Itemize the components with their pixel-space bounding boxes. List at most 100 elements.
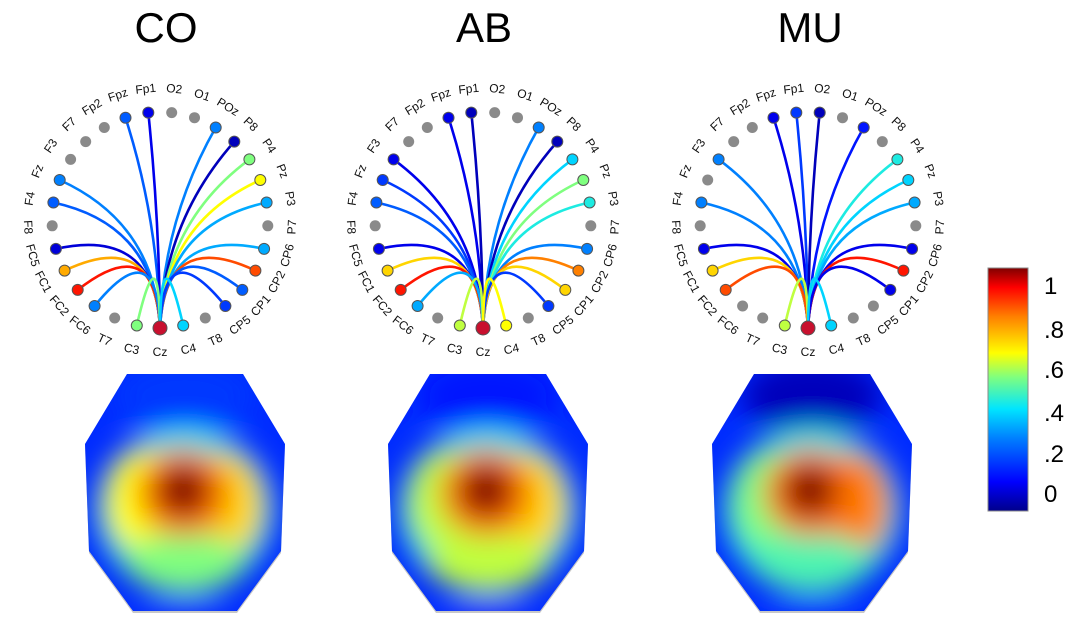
electrode-co-fp2 <box>98 122 110 133</box>
electrode-label-ab-fp1: Fp1 <box>458 81 480 97</box>
scalp-posterior-mu <box>752 532 872 593</box>
electrode-label-co-fc6: FC6 <box>67 313 94 338</box>
colorbar-tick-1: 1 <box>1044 273 1058 300</box>
electrode-co-f7 <box>80 136 92 148</box>
node-co-fc6 <box>88 300 101 312</box>
node-co-c3 <box>130 319 143 332</box>
node-ab-fpz <box>442 111 455 124</box>
electrode-co-f3 <box>65 153 77 165</box>
scalp-frontal-co <box>115 374 255 434</box>
node-ab-c4 <box>500 319 513 332</box>
electrode-label-mu-fc5: FC5 <box>671 243 691 269</box>
node-mu-f4 <box>695 196 708 209</box>
electrode-label-ab-c3: C3 <box>446 340 464 357</box>
electrode-label-co-f7: F7 <box>59 114 79 134</box>
electrode-ab-f7 <box>403 136 415 148</box>
connection-mu-p4 <box>806 158 899 329</box>
colorbar-tick-08: .8 <box>1044 317 1065 344</box>
node-co-p8 <box>228 135 241 148</box>
node-co-cp2 <box>249 264 262 277</box>
electrode-label-mu-cp1: CP1 <box>896 292 922 319</box>
scalp-frontal-ab <box>418 374 558 434</box>
node-co-p3 <box>260 196 273 209</box>
electrode-mu-p7 <box>910 220 922 232</box>
electrode-mu-f7 <box>728 136 740 148</box>
connection-mu-f3 <box>717 158 810 329</box>
panel-title-co: CO <box>134 4 198 51</box>
electrode-label-ab-fc1: FC1 <box>355 269 378 296</box>
electrode-label-co-cp6: CP6 <box>277 242 297 269</box>
node-ab-cp6 <box>581 242 594 255</box>
node-co-pz <box>254 174 267 186</box>
colorbar-tick-06: .6 <box>1044 357 1065 384</box>
electrode-mu-t8 <box>847 312 859 324</box>
electrode-label-co-p4: P4 <box>259 136 279 156</box>
node-mu-cp1 <box>884 283 897 296</box>
electrode-label-co-p3: P3 <box>282 190 298 207</box>
electrode-label-mu-t7: T7 <box>743 331 762 350</box>
electrode-ab-fp2 <box>421 122 433 133</box>
electrode-label-co-f4: F4 <box>22 190 38 206</box>
node-co-fc1 <box>58 264 71 277</box>
node-mu-pz <box>902 174 915 186</box>
node-ab-fc6 <box>411 300 424 312</box>
scalp-map-mu <box>712 374 912 613</box>
electrode-label-mu-fp2: Fp2 <box>727 95 752 118</box>
electrode-label-ab-f8: F8 <box>344 220 359 235</box>
node-ab-p4 <box>566 153 579 166</box>
electrode-label-co-o1: O1 <box>192 86 212 104</box>
node-co-p4 <box>243 153 256 166</box>
node-ab-cp2 <box>572 264 585 277</box>
electrode-label-ab-t7: T7 <box>418 331 437 350</box>
node-ab-fp1 <box>465 106 478 119</box>
scalp-maps <box>85 374 912 613</box>
node-mu-f3 <box>712 153 725 166</box>
electrode-label-co-poz: POz <box>214 95 241 119</box>
electrode-label-mu-f4: F4 <box>670 190 686 206</box>
electrode-ab-f8 <box>369 220 381 232</box>
node-mu-poz <box>857 121 870 134</box>
node-ab-fz <box>376 174 389 186</box>
electrode-label-co-f8: F8 <box>21 220 36 235</box>
electrode-mu-o1 <box>837 112 848 124</box>
electrode-mu-fc6 <box>737 300 749 312</box>
connection-mu-fc2 <box>724 265 810 329</box>
electrode-label-ab-cp5: CP5 <box>549 312 576 337</box>
node-mu-c4 <box>825 319 838 332</box>
connection-mu-c4 <box>806 277 833 329</box>
electrode-label-co-fc5: FC5 <box>23 243 43 269</box>
electrode-label-mu-cp5: CP5 <box>874 312 901 337</box>
colorbar-tick-04: .4 <box>1044 400 1065 427</box>
electrode-ab-o2 <box>489 107 501 119</box>
electrode-label-co-cp2: CP2 <box>265 268 288 295</box>
node-co-poz <box>209 121 222 134</box>
electrode-label-ab-o2: O2 <box>489 81 507 97</box>
electrode-label-co-cp5: CP5 <box>226 312 253 337</box>
node-mu-cp6 <box>906 242 919 255</box>
connection-co-c4 <box>158 277 185 329</box>
colorbar-tick-0: 0 <box>1044 481 1058 508</box>
electrode-label-mu-fpz: Fpz <box>754 85 777 105</box>
node-mu-fp1 <box>790 106 803 119</box>
scalp-map-ab <box>388 374 588 613</box>
electrode-label-mu-p7: P7 <box>932 219 947 235</box>
electrode-label-mu-t8: T8 <box>854 330 873 349</box>
node-co-c4 <box>177 319 190 332</box>
electrode-label-co-fc2: FC2 <box>47 292 73 319</box>
electrode-co-o1 <box>189 112 200 124</box>
node-ab-p3 <box>583 196 596 209</box>
electrode-label-ab-fpz: Fpz <box>429 85 452 105</box>
node-ab-fc1 <box>381 264 394 277</box>
electrode-label-mu-c3: C3 <box>771 340 789 357</box>
node-mu-p4 <box>891 153 904 166</box>
electrode-mu-f8 <box>694 220 706 232</box>
node-co-fz <box>53 174 66 186</box>
electrode-label-co-fp2: Fp2 <box>79 95 104 118</box>
electrode-mu-fp2 <box>746 122 758 133</box>
electrode-label-mu-p3: P3 <box>930 190 946 207</box>
node-ab-cp1 <box>559 283 572 296</box>
electrode-label-ab-fc2: FC2 <box>370 292 396 319</box>
electrode-label-co-cp1: CP1 <box>248 292 274 319</box>
electrode-label-ab-o1: O1 <box>515 86 535 104</box>
